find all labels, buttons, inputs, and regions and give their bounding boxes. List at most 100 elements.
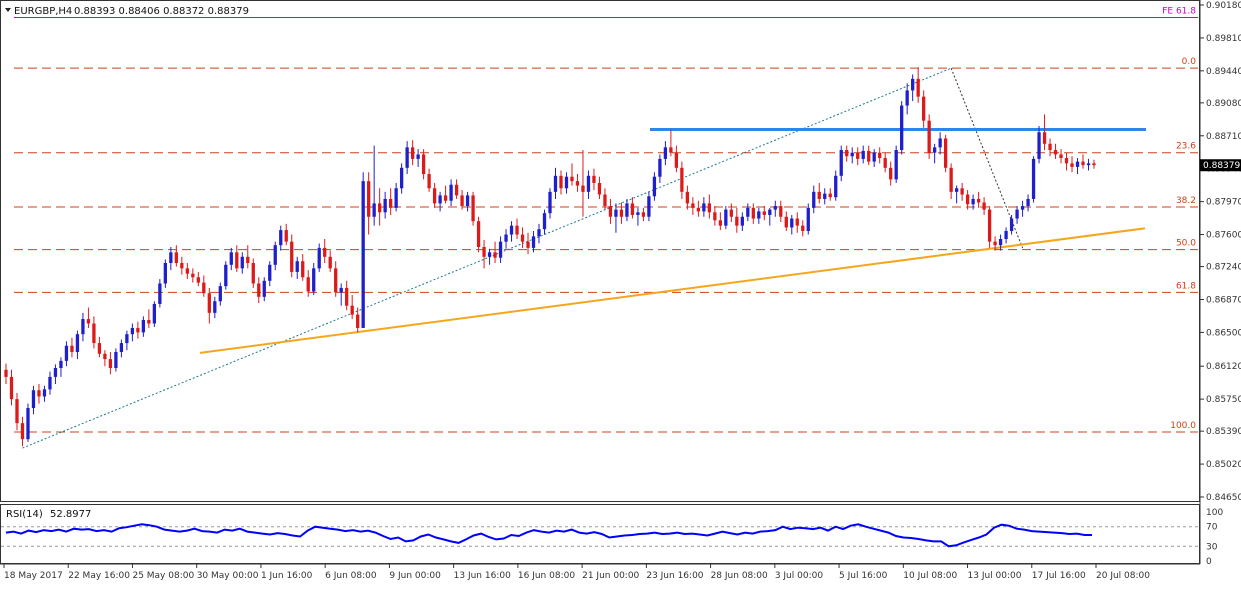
bear-candle bbox=[845, 150, 849, 157]
bull-candle bbox=[405, 147, 409, 168]
bull-candle bbox=[438, 195, 442, 204]
bear-candle bbox=[284, 230, 288, 242]
bull-candle bbox=[932, 147, 937, 153]
bull-candle bbox=[839, 150, 843, 176]
bull-candle bbox=[757, 211, 761, 219]
time-axis: 18 May 2017 22 May 16:00 25 May 08:00 30 Ma… bbox=[3, 564, 1150, 581]
bear-candle bbox=[922, 96, 926, 121]
time-tick-label: 13 Jul 00:00 bbox=[968, 571, 1022, 581]
bear-candle bbox=[707, 203, 712, 213]
bear-candle bbox=[180, 263, 184, 269]
price-tick-label: 0.86500 bbox=[1206, 328, 1241, 338]
bear-candle bbox=[685, 191, 690, 204]
bear-candle bbox=[669, 147, 673, 153]
bull-candle bbox=[938, 138, 942, 148]
bear-candle bbox=[301, 261, 305, 278]
bull-candle bbox=[531, 236, 536, 248]
bull-candle bbox=[449, 184, 453, 201]
bull-candle bbox=[504, 234, 508, 242]
time-tick-label: 20 Jul 08:00 bbox=[1096, 571, 1150, 581]
rsi-label: RSI(14) bbox=[6, 509, 43, 520]
bull-candle bbox=[125, 334, 129, 344]
time-tick-label: 22 May 16:00 bbox=[68, 571, 130, 581]
bear-candle bbox=[493, 252, 497, 258]
bull-candle bbox=[498, 241, 503, 258]
bull-candle bbox=[48, 376, 52, 390]
bull-candle bbox=[850, 152, 854, 157]
bull-candle bbox=[372, 203, 376, 217]
bear-candle bbox=[691, 203, 695, 208]
rsi-line bbox=[5, 523, 1092, 548]
time-tick-label: 16 Jun 08:00 bbox=[518, 571, 575, 581]
bull-candle bbox=[636, 212, 640, 215]
price-tick-label: 0.89810 bbox=[1206, 34, 1241, 44]
time-tick-label: 23 Jun 16:00 bbox=[646, 571, 703, 581]
bear-candle bbox=[323, 247, 327, 257]
bear-candle bbox=[801, 225, 805, 231]
current-price-label: 0.88379 bbox=[1203, 161, 1240, 171]
bear-candle bbox=[246, 256, 250, 264]
bear-candle bbox=[889, 167, 893, 180]
bull-candle bbox=[31, 390, 36, 409]
bull-candle bbox=[75, 334, 80, 352]
bear-candle bbox=[15, 399, 19, 424]
bear-candle bbox=[356, 314, 360, 328]
bear-candle bbox=[592, 175, 596, 183]
bull-candle bbox=[740, 216, 744, 226]
bear-candle bbox=[257, 283, 261, 297]
bear-candle bbox=[1092, 163, 1096, 166]
time-tick-label: 5 Jul 16:00 bbox=[839, 571, 888, 581]
bear-candle bbox=[641, 212, 646, 217]
bull-candle bbox=[614, 209, 618, 217]
time-tick-label: 25 May 08:00 bbox=[132, 571, 194, 581]
bear-candle bbox=[993, 241, 997, 246]
bear-candle bbox=[482, 246, 486, 257]
fib-level-label: 50.0 bbox=[1176, 239, 1196, 249]
bear-candle bbox=[191, 273, 195, 278]
bear-candle bbox=[630, 203, 635, 215]
rsi-value: 52.8977 bbox=[50, 509, 91, 520]
bull-candle bbox=[1086, 163, 1091, 166]
price-tick-label: 0.87970 bbox=[1206, 198, 1241, 208]
price-axis: 0.90180 0.89810 0.89440 0.89080 0.88710 0.883… bbox=[1200, 1, 1241, 503]
bear-candle bbox=[235, 252, 239, 269]
price-tick-label: 0.85020 bbox=[1206, 460, 1241, 470]
bull-candle bbox=[548, 191, 552, 214]
bull-candle bbox=[295, 261, 299, 272]
bear-candle bbox=[1059, 154, 1063, 159]
bear-candle bbox=[196, 277, 200, 283]
bull-candle bbox=[53, 367, 58, 377]
price-tick-label: 0.86870 bbox=[1206, 295, 1241, 305]
bull-candle bbox=[823, 193, 827, 199]
bear-candle bbox=[570, 176, 574, 182]
rsi-tick-label: 30 bbox=[1206, 542, 1218, 552]
bear-candle bbox=[4, 369, 8, 377]
bull-candle bbox=[163, 263, 168, 284]
time-tick-label: 6 Jun 08:00 bbox=[325, 571, 377, 581]
bear-candle bbox=[559, 175, 563, 189]
bear-candle bbox=[174, 252, 178, 264]
bull-candle bbox=[509, 225, 514, 235]
bull-candle bbox=[119, 343, 124, 352]
bear-candle bbox=[202, 282, 206, 294]
rsi-indicator: 100 70 30 0 bbox=[1, 508, 1223, 567]
bull-candle bbox=[894, 150, 898, 180]
bear-candle bbox=[367, 181, 371, 217]
bull-candle bbox=[487, 252, 492, 257]
bull-candle bbox=[130, 327, 135, 335]
bear-candle bbox=[713, 212, 717, 221]
bull-candle bbox=[59, 360, 63, 368]
bull-candle bbox=[1015, 209, 1019, 219]
bull-candle bbox=[42, 389, 47, 397]
bear-candle bbox=[916, 78, 920, 97]
bull-candle bbox=[625, 203, 629, 217]
down-triangle-icon[interactable] bbox=[5, 8, 11, 12]
time-tick-label: 28 Jun 08:00 bbox=[711, 571, 768, 581]
price-tick-label: 0.86120 bbox=[1206, 362, 1241, 372]
bull-candle bbox=[790, 218, 794, 228]
bear-candle bbox=[817, 191, 821, 199]
bull-candle bbox=[542, 213, 547, 230]
time-tick-label: 30 May 00:00 bbox=[197, 571, 259, 581]
